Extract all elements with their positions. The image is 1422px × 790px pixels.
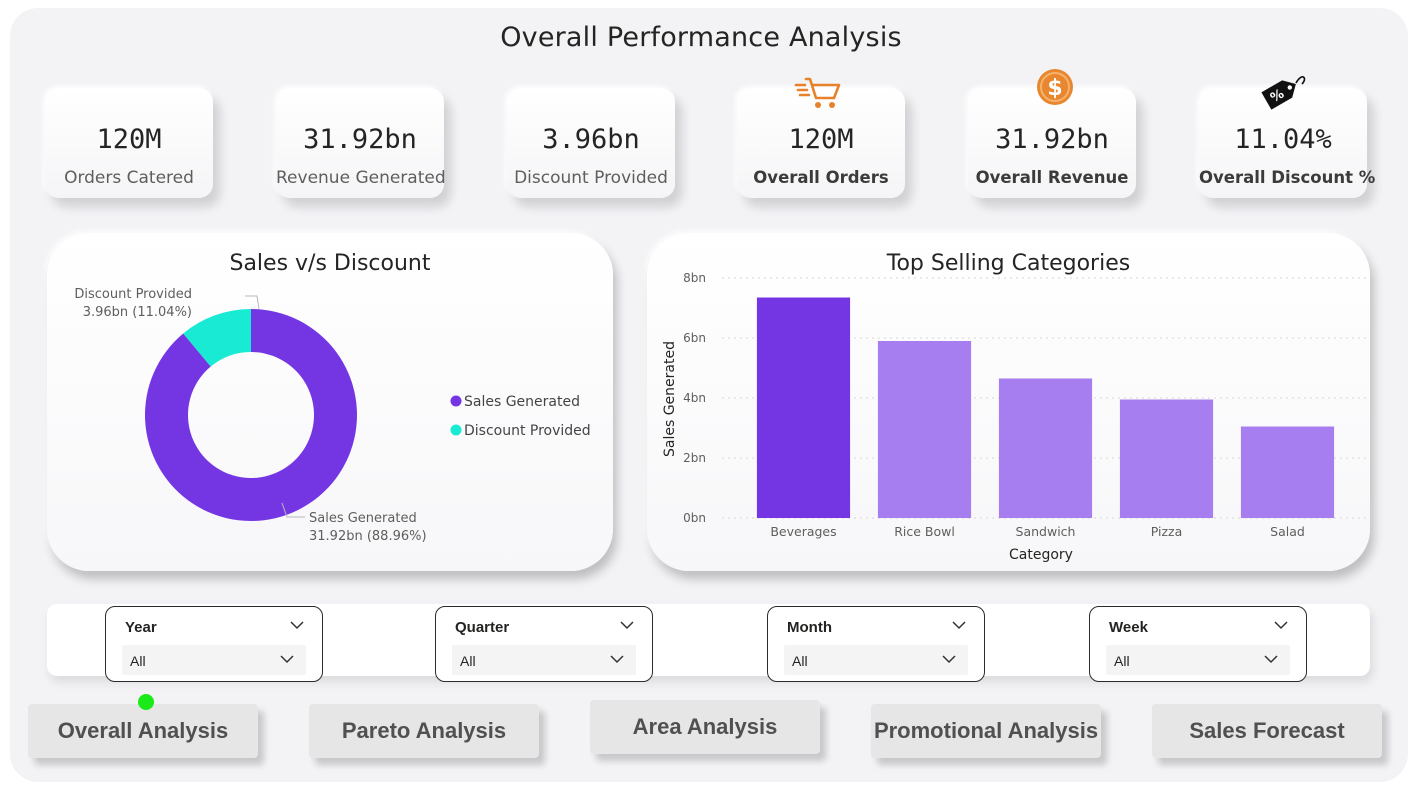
- sales-leader-line: [281, 502, 305, 518]
- sales-data-label-name: Sales Generated: [309, 511, 417, 526]
- quarter-dropdown[interactable]: All: [452, 645, 636, 675]
- chevron-down-icon[interactable]: [290, 621, 304, 630]
- kpi-card-overall-revenue: 31.92bn Overall Revenue: [968, 88, 1136, 198]
- y-tick-label: 0bn: [683, 511, 706, 525]
- kpi-card-overall-discount: 11.04% Overall Discount %: [1199, 88, 1376, 198]
- y-tick-label: 8bn: [683, 271, 706, 285]
- bar-salad[interactable]: [1240, 426, 1335, 519]
- kpi-label: Discount Provided: [514, 168, 668, 188]
- sales-data-label-value: 31.92bn (88.96%): [309, 529, 427, 544]
- legend-marker-sales: [450, 395, 462, 407]
- kpi-label: Orders Catered: [64, 168, 194, 188]
- kpi-value: 120M: [96, 124, 162, 155]
- bar-pizza[interactable]: [1119, 399, 1214, 519]
- y-tick-label: 4bn: [683, 391, 706, 405]
- slicer-title: Year: [125, 619, 157, 636]
- legend-discount-provided[interactable]: Discount Provided: [464, 423, 591, 439]
- y-axis-title: Sales Generated: [662, 341, 678, 457]
- x-axis-title: Category: [1009, 547, 1073, 563]
- kpi-label: Overall Discount %: [1199, 168, 1376, 187]
- x-tick-label: Beverages: [770, 524, 836, 539]
- page-title: Overall Performance Analysis: [500, 22, 902, 53]
- kpi-value: 31.92bn: [303, 124, 417, 155]
- month-slicer[interactable]: Month All: [767, 606, 985, 682]
- chevron-down-icon[interactable]: [280, 655, 294, 664]
- donut-slice-discount-provided[interactable]: [183, 309, 251, 367]
- bar-rice-bowl[interactable]: [877, 341, 972, 518]
- sales-vs-discount-panel: Sales v/s Discount Discount Provided 3.9…: [47, 233, 613, 571]
- legend-marker-discount: [450, 424, 462, 436]
- slicer-title: Month: [787, 619, 832, 636]
- slicer-title: Week: [1109, 619, 1148, 636]
- x-tick-label: Salad: [1270, 524, 1305, 539]
- donut-slice-sales-generated[interactable]: [145, 309, 357, 521]
- slicer-value: All: [130, 653, 146, 669]
- nav-sales-forecast-button[interactable]: Sales Forecast: [1152, 704, 1382, 758]
- kpi-value: 31.92bn: [995, 124, 1109, 155]
- nav-overall-analysis-button[interactable]: Overall Analysis: [28, 704, 258, 758]
- active-page-indicator: [138, 694, 154, 710]
- donut-chart-title: Sales v/s Discount: [229, 251, 431, 276]
- quarter-slicer[interactable]: Quarter All: [435, 606, 653, 682]
- bar-sandwich[interactable]: [998, 378, 1093, 519]
- discount-leader-line: [245, 295, 260, 310]
- donut-chart: Discount Provided 3.96bn (11.04%) Sales …: [74, 287, 591, 544]
- kpi-value: 3.96bn: [542, 124, 640, 155]
- legend-sales-generated[interactable]: Sales Generated: [464, 394, 580, 410]
- kpi-value: 11.04%: [1234, 124, 1332, 155]
- bar-chart: 0bn 2bn 4bn 6bn 8bn Beverages Rice Bowl Sandwi…: [662, 271, 1369, 563]
- chevron-down-icon[interactable]: [952, 621, 966, 630]
- discount-data-label-name: Discount Provided: [74, 287, 192, 302]
- month-dropdown[interactable]: All: [784, 645, 968, 675]
- x-tick-label: Rice Bowl: [894, 524, 955, 539]
- kpi-card-overall-orders: 120M Overall Orders: [737, 88, 905, 198]
- x-tick-label: Sandwich: [1016, 524, 1076, 539]
- top-selling-categories-panel: Top Selling Categories 0bn 2bn 4bn 6bn 8bn B…: [647, 233, 1370, 571]
- nav-pareto-analysis-button[interactable]: Pareto Analysis: [309, 704, 539, 758]
- kpi-label: Overall Orders: [753, 168, 889, 187]
- slicer-title: Quarter: [455, 619, 510, 636]
- week-slicer[interactable]: Week All: [1089, 606, 1307, 682]
- bar-beverages[interactable]: [756, 297, 851, 519]
- kpi-label: Overall Revenue: [975, 168, 1129, 187]
- chevron-down-icon[interactable]: [942, 655, 956, 664]
- svg-text:%: %: [1268, 87, 1287, 107]
- shopping-cart-icon: [794, 77, 841, 108]
- slicer-value: All: [1114, 653, 1130, 669]
- chevron-down-icon[interactable]: [1274, 621, 1288, 630]
- slicer-value: All: [792, 653, 808, 669]
- y-tick-label: 2bn: [683, 451, 706, 465]
- discount-tag-icon: %: [1261, 76, 1306, 110]
- chevron-down-icon[interactable]: [610, 655, 624, 664]
- week-dropdown[interactable]: All: [1106, 645, 1290, 675]
- kpi-card-orders-catered: 120M Orders Catered: [45, 88, 213, 198]
- year-slicer[interactable]: Year All: [105, 606, 323, 682]
- year-dropdown[interactable]: All: [122, 645, 306, 675]
- nav-area-analysis-button[interactable]: Area Analysis: [590, 700, 820, 754]
- y-tick-label: 6bn: [683, 331, 706, 345]
- kpi-card-discount-provided: 3.96bn Discount Provided: [507, 88, 675, 198]
- kpi-label: Revenue Generated: [276, 168, 446, 188]
- kpi-value: 120M: [788, 124, 854, 155]
- discount-data-label-value: 3.96bn (11.04%): [83, 305, 192, 320]
- slicer-value: All: [460, 653, 476, 669]
- x-tick-label: Pizza: [1151, 524, 1183, 539]
- bar-chart-title: Top Selling Categories: [886, 251, 1131, 276]
- chevron-down-icon[interactable]: [620, 621, 634, 630]
- dollar-coin-icon: $: [1037, 69, 1073, 105]
- chevron-down-icon[interactable]: [1264, 655, 1278, 664]
- nav-promotional-analysis-button[interactable]: Promotional Analysis: [871, 704, 1101, 758]
- kpi-card-revenue-generated: 31.92bn Revenue Generated: [276, 88, 446, 198]
- svg-text:$: $: [1047, 76, 1062, 101]
